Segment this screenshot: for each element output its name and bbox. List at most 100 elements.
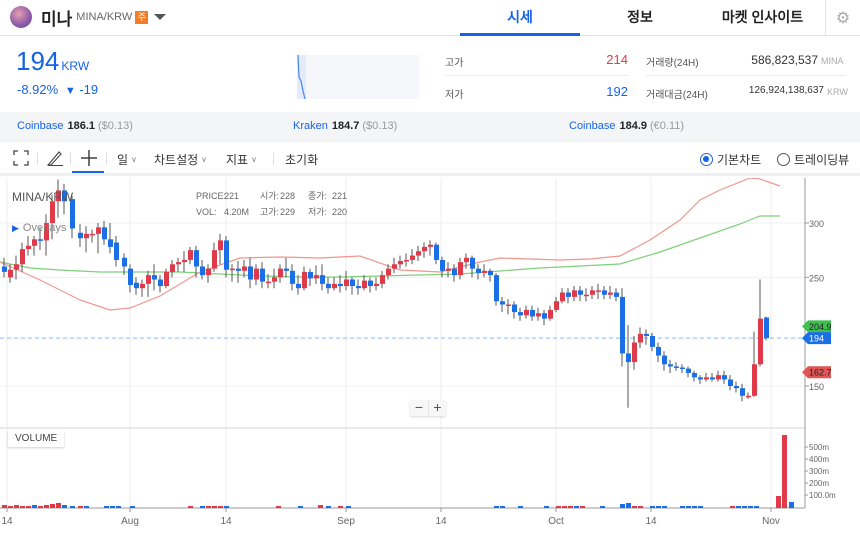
price-chart[interactable]: 300 250 150 14 Aug 14 Sep 14 Oct 14 Nov 500m 400m 300…: [0, 177, 860, 534]
vol-tick-label: 300m: [809, 467, 829, 476]
volume-bar: [44, 505, 49, 508]
vol-tick-label: 200m: [809, 479, 829, 488]
exchange-item[interactable]: Coinbase 186.1 ($0.13): [17, 120, 133, 132]
candle-body: [218, 240, 223, 251]
candle-body: [434, 244, 439, 260]
reset-button[interactable]: 초기화: [285, 153, 319, 167]
volume-bar: [200, 506, 205, 508]
candle-body: [428, 244, 433, 247]
volume-bar: [130, 506, 135, 508]
volume-bar: [574, 506, 579, 508]
candle-body: [740, 388, 745, 396]
volume-bar: [600, 506, 605, 508]
coin-logo-icon: [10, 6, 32, 28]
candle-body: [158, 279, 163, 287]
exchange-name: Coinbase: [569, 120, 616, 132]
change-percent: -8.92%: [17, 82, 59, 97]
indicators-dropdown[interactable]: 지표 ∨: [226, 151, 257, 168]
interval-dropdown[interactable]: 일 ∨: [117, 151, 137, 168]
candle-body: [416, 251, 421, 256]
candle-body: [512, 304, 517, 313]
candle-body: [152, 275, 157, 280]
amount-value: 126,924,138,637: [748, 85, 824, 96]
candle-body: [356, 286, 361, 289]
volume-bar: [748, 506, 753, 508]
candle-body: [716, 375, 721, 380]
candle-body: [170, 264, 175, 272]
mini-sparkline: [297, 54, 419, 100]
volume-bar: [70, 506, 75, 508]
candle-body: [260, 268, 265, 282]
volume-bar: [298, 506, 303, 508]
top-bar: 미나 MINA/KRW 주 시세 정보 마켓 인사이트 ⚙: [0, 0, 860, 36]
volume-bar: [562, 506, 567, 508]
volume-bar: [14, 505, 19, 508]
candle-body: [194, 250, 199, 267]
volume-pane-label: VOLUME: [8, 430, 65, 447]
interval-label: 일: [117, 153, 129, 167]
tab-info[interactable]: 정보: [627, 9, 653, 25]
candle-body: [78, 232, 83, 239]
chevron-down-icon: ∨: [131, 155, 137, 164]
candle-body: [70, 199, 75, 229]
candle-body: [494, 275, 499, 302]
candle-body: [764, 317, 769, 339]
exchange-item[interactable]: Kraken 184.7 ($0.13): [293, 120, 397, 132]
volume-bar: [662, 506, 667, 508]
candle-body: [164, 271, 169, 287]
chart-settings-dropdown[interactable]: 차트설정 ∨: [154, 151, 207, 168]
candle-body: [650, 336, 655, 347]
volume-bar: [500, 506, 505, 508]
volume-bar: [650, 506, 655, 508]
high-label: 고가: [445, 58, 464, 69]
candle-body: [320, 275, 325, 284]
draw-button[interactable]: [46, 150, 64, 166]
settings-button[interactable]: ⚙: [825, 0, 860, 36]
candle-body: [668, 364, 673, 367]
zoom-in-button[interactable]: +: [428, 400, 446, 416]
volume-bar: [116, 506, 121, 508]
exchange-price: 184.9: [619, 120, 648, 132]
divider: [273, 153, 274, 165]
candlestick-chart[interactable]: 300 250 150 14 Aug 14 Sep 14 Oct 14 Nov 500m 400m 300…: [0, 177, 860, 534]
candle-body: [278, 268, 283, 278]
tab-market-insight[interactable]: 마켓 인사이트: [721, 9, 804, 25]
play-triangle-icon: ▶: [12, 223, 19, 233]
radio-basic-chart[interactable]: 기본차트: [700, 151, 761, 168]
ohlc-value: 221: [332, 191, 348, 201]
volume-bar: [212, 506, 217, 508]
exchange-item[interactable]: Coinbase 184.9 (€0.11): [569, 120, 684, 132]
tab-price[interactable]: 시세: [460, 0, 580, 36]
price-tag: 204.9: [802, 320, 832, 333]
crosshair-button[interactable]: [80, 149, 98, 167]
volume-bar: [789, 502, 794, 508]
ohlc-value: 229: [280, 207, 296, 217]
candle-body: [590, 290, 595, 295]
chevron-down-icon[interactable]: [154, 14, 167, 20]
volume-bar: [754, 506, 759, 508]
volume-bar: [78, 506, 83, 508]
candle-body: [176, 262, 181, 265]
candle-body: [302, 271, 307, 289]
fullscreen-button[interactable]: [13, 150, 29, 166]
tradingview-label: 트레이딩뷰: [794, 153, 850, 167]
price-summary: 194 KRW -8.92% ▼ -19 고가 214 저가 192 거래량(24…: [0, 37, 860, 109]
candle-body: [62, 190, 67, 202]
volume-bar: [580, 506, 585, 508]
candle-body: [90, 233, 95, 236]
candle-body: [752, 364, 757, 396]
overlays-toggle[interactable]: ▶ Overlays: [12, 222, 66, 234]
radio-tradingview[interactable]: 트레이딩뷰: [777, 151, 849, 168]
candle-body: [566, 292, 571, 297]
zoom-out-button[interactable]: −: [414, 399, 424, 415]
candle-body: [626, 353, 631, 363]
pencil-icon: [46, 151, 63, 166]
exchange-price: 186.1: [67, 120, 96, 132]
price-tag-label: 194: [809, 334, 824, 344]
volume-bar: [338, 506, 343, 508]
candle-body: [446, 268, 451, 271]
volume-bar: [556, 506, 561, 508]
down-arrow-icon: ▼: [64, 85, 76, 97]
volume-bar: [2, 505, 7, 508]
coin-selector[interactable]: 미나 MINA/KRW 주: [10, 5, 167, 29]
